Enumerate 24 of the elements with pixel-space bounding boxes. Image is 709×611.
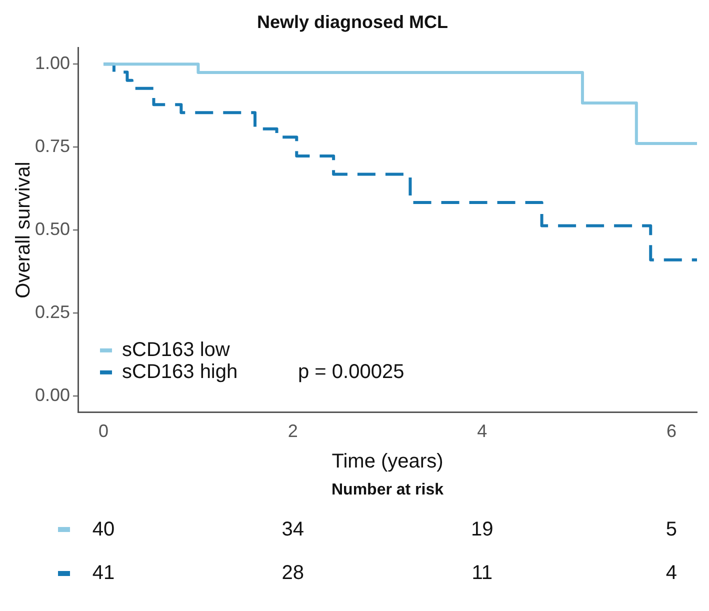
legend-label: sCD163 low: [122, 338, 230, 361]
text: 4: [666, 562, 678, 584]
text: Number at risk: [331, 481, 444, 498]
legend-label: sCD163 high: [122, 360, 238, 383]
y-axis-title: Overall survival: [12, 162, 35, 298]
x-tick-label: 6: [666, 421, 676, 442]
text: 19: [471, 518, 494, 540]
chart-title: Newly diagnosed MCL: [256, 12, 448, 32]
x-tick-label: 2: [288, 421, 298, 442]
text: 11: [472, 562, 493, 584]
y-tick-label: 0.25: [34, 302, 70, 322]
x-tick-label: 0: [98, 421, 109, 442]
text: 28: [282, 562, 304, 584]
annotation: p = 0.00025: [298, 360, 404, 383]
y-tick-label: 0.50: [34, 218, 70, 239]
text: 34: [282, 518, 304, 540]
x-axis-title: Time (years): [332, 450, 444, 473]
text: 41: [92, 562, 115, 584]
y-tick-label: 0.00: [34, 384, 70, 405]
x-tick-label: 4: [477, 421, 488, 442]
y-tick-label: 1.00: [34, 53, 70, 74]
y-tick-label: 0.75: [34, 136, 70, 156]
text: 40: [92, 518, 115, 540]
text: 5: [666, 518, 678, 540]
